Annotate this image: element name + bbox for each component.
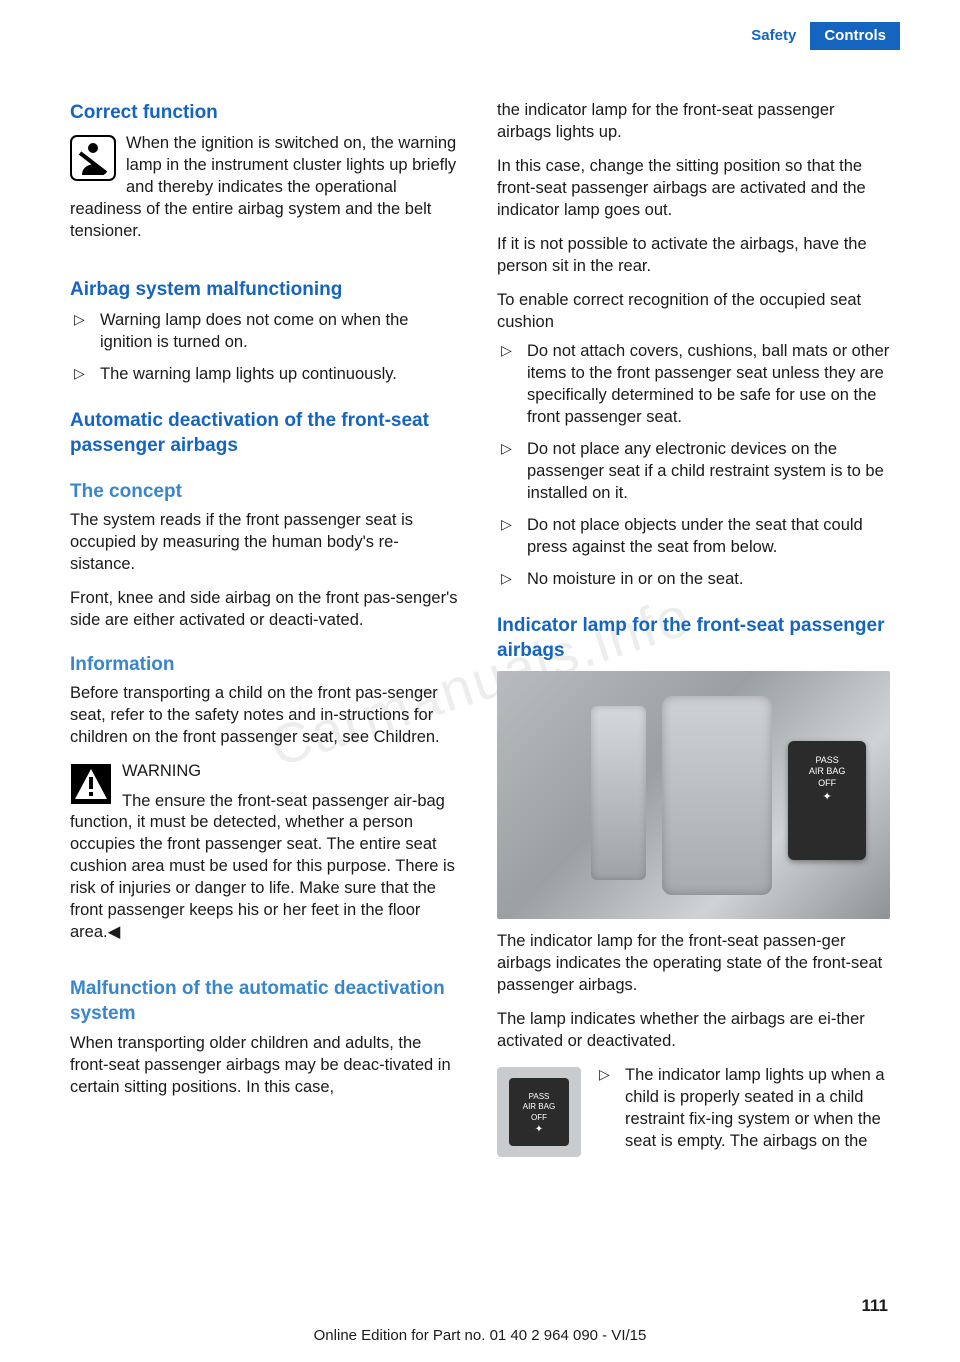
- right-p2: In this case, change the sitting positio…: [497, 156, 890, 222]
- seatbelt-warning-icon: [70, 135, 116, 181]
- warning-triangle-icon: [70, 763, 112, 805]
- list-item: Do not attach covers, cushions, ball mat…: [497, 341, 890, 429]
- malfunction-deactivation-text: When transporting older children and adu…: [70, 1033, 463, 1099]
- right-p3: If it is not possible to activate the ai…: [497, 234, 890, 278]
- list-item: Do not place objects under the seat that…: [497, 515, 890, 559]
- list-item: Do not place any electronic devices on t…: [497, 439, 890, 505]
- header-chapter-label: Controls: [810, 22, 900, 50]
- indicator-text-1: The indicator lamp for the front-seat pa…: [497, 931, 890, 997]
- list-item: Warning lamp does not come on when the i…: [70, 310, 463, 354]
- heading-indicator-lamp: Indicator lamp for the front-seat passen…: [497, 613, 890, 664]
- heading-correct-function: Correct function: [70, 100, 463, 125]
- right-p1: the indicator lamp for the front-seat pa…: [497, 100, 890, 144]
- information-text: Before transporting a child on the front…: [70, 683, 463, 749]
- list-item: The warning lamp lights up continuously.: [70, 364, 463, 386]
- cushion-list: Do not attach covers, cushions, ball mat…: [497, 341, 890, 590]
- right-column: the indicator lamp for the front-seat pa…: [497, 100, 890, 1157]
- indicator-lamp-photo: PASSAIR BAGOFF✦: [497, 671, 890, 919]
- heading-information: Information: [70, 652, 463, 677]
- concept-text-2: Front, knee and side airbag on the front…: [70, 588, 463, 632]
- header-tabs: Safety Controls: [737, 22, 900, 50]
- left-column: Correct function When the ignition is sw…: [70, 100, 463, 1157]
- warning-label: WARNING: [70, 761, 463, 783]
- list-item: No moisture in or on the seat.: [497, 569, 890, 591]
- heading-concept: The concept: [70, 479, 463, 504]
- heading-malfunction-deactivation: Malfunction of the automatic deactivatio…: [70, 976, 463, 1027]
- pass-airbag-off-button: PASSAIR BAGOFF✦: [788, 741, 867, 860]
- header-section-label: Safety: [737, 22, 810, 50]
- right-p4: To enable correct recognition of the occ…: [497, 290, 890, 334]
- heading-airbag-malfunction: Airbag system malfunctioning: [70, 277, 463, 302]
- indicator-text-2: The lamp indicates whether the airbags a…: [497, 1009, 890, 1053]
- concept-text-1: The system reads if the front passenger …: [70, 510, 463, 576]
- footer-text: Online Edition for Part no. 01 40 2 964 …: [0, 1327, 960, 1344]
- pass-airbag-off-thumbnail: PASSAIR BAGOFF✦: [497, 1067, 581, 1157]
- indicator-item-block: PASSAIR BAGOFF✦ The indicator lamp light…: [497, 1065, 890, 1157]
- malfunction-list: Warning lamp does not come on when the i…: [70, 310, 463, 386]
- correct-function-text: When the ignition is switched on, the wa…: [70, 133, 463, 243]
- warning-text: The ensure the front-seat passenger air‐…: [70, 791, 463, 945]
- page-number: 111: [862, 1296, 889, 1316]
- list-item: The indicator lamp lights up when a chil…: [595, 1065, 890, 1153]
- page-body: Correct function When the ignition is sw…: [70, 100, 890, 1157]
- heading-auto-deactivation: Automatic deactivation of the front-seat…: [70, 408, 463, 459]
